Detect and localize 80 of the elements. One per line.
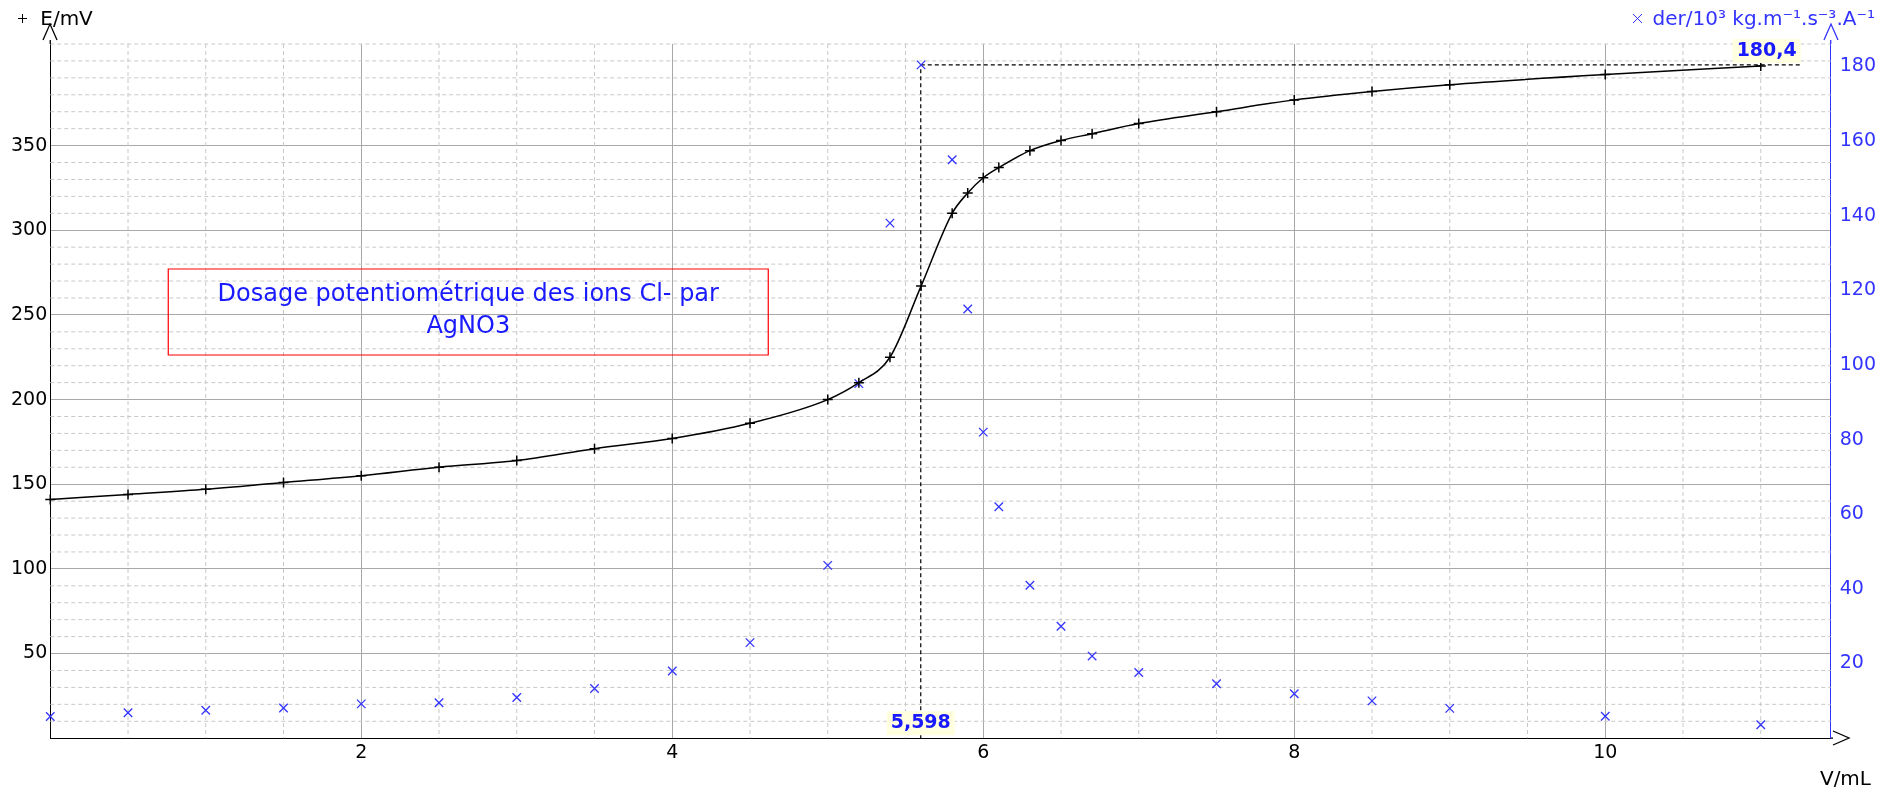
point xyxy=(1087,651,1098,661)
point xyxy=(744,417,756,430)
point xyxy=(962,304,973,314)
point xyxy=(822,393,834,406)
point xyxy=(44,493,57,506)
y2-axis-title: der/10³ kg.m⁻¹.s⁻³.A⁻¹ xyxy=(1652,6,1875,31)
y2-tick-label: 40 xyxy=(1839,575,1864,598)
point xyxy=(1086,127,1098,140)
x-tick-label: 6 xyxy=(977,739,990,762)
point xyxy=(978,427,989,438)
point xyxy=(122,488,134,501)
point xyxy=(1444,78,1456,91)
ref-line-label: 5,598 xyxy=(890,710,951,733)
point xyxy=(1600,711,1611,722)
point xyxy=(588,442,601,455)
x-tick-label: 8 xyxy=(1288,739,1301,762)
y-axis-title: E/mV xyxy=(40,6,94,31)
point xyxy=(433,461,445,474)
point xyxy=(1755,719,1766,730)
ref-line-label: 180,4 xyxy=(1736,37,1797,60)
point xyxy=(200,705,211,716)
point xyxy=(884,351,896,363)
point xyxy=(277,476,290,489)
point xyxy=(666,432,679,445)
point xyxy=(1133,667,1144,678)
point xyxy=(1444,703,1455,714)
y2-tick-label: 180 xyxy=(1839,53,1876,76)
point xyxy=(1024,144,1036,157)
point xyxy=(45,711,56,722)
point xyxy=(200,483,212,496)
point xyxy=(589,683,600,694)
point xyxy=(123,707,133,718)
point xyxy=(1599,68,1612,81)
y2-tick-label: 60 xyxy=(1839,501,1864,524)
x-tick-label: 10 xyxy=(1593,739,1618,762)
point xyxy=(885,218,895,229)
point xyxy=(1210,105,1223,118)
point xyxy=(1025,580,1035,591)
y-tick-label: 200 xyxy=(11,386,48,409)
point xyxy=(356,698,367,709)
point xyxy=(1288,94,1301,106)
point xyxy=(977,172,990,184)
y-tick-label: 350 xyxy=(11,132,48,155)
point xyxy=(278,703,289,713)
point xyxy=(1366,85,1378,98)
point xyxy=(1055,134,1067,147)
annotation: Dosage potentiométrique des ions Cl- par AgNO3 xyxy=(217,279,720,340)
x-tick-label: 2 xyxy=(355,739,368,762)
y-tick-label: 50 xyxy=(23,640,48,663)
point xyxy=(1289,688,1300,699)
point xyxy=(1133,117,1145,130)
point xyxy=(993,501,1004,512)
y-tick-label: 250 xyxy=(11,301,48,324)
point xyxy=(993,161,1005,174)
point xyxy=(1056,621,1066,632)
y2-tick-label: 120 xyxy=(1839,277,1876,300)
x-axis-title: V/mL xyxy=(1819,766,1872,791)
y2-tick-label: 140 xyxy=(1839,202,1876,225)
point xyxy=(961,187,974,199)
point xyxy=(946,207,958,220)
point xyxy=(916,60,926,70)
point xyxy=(1211,678,1222,689)
point xyxy=(1367,695,1377,706)
y2-tick-label: 80 xyxy=(1839,426,1864,449)
point xyxy=(434,697,444,708)
point xyxy=(355,470,368,482)
y-tick-label: 300 xyxy=(11,217,48,240)
x-tick-label: 4 xyxy=(666,739,679,762)
y2-tick-label: 160 xyxy=(1839,127,1876,150)
point xyxy=(511,454,523,467)
point xyxy=(745,637,755,648)
point xyxy=(915,280,927,292)
point xyxy=(947,154,958,165)
y2-tick-label: 20 xyxy=(1839,650,1864,673)
y-tick-label: 100 xyxy=(11,555,48,578)
y2-tick-label: 100 xyxy=(1839,351,1876,374)
y-tick-label: 150 xyxy=(11,471,48,494)
point xyxy=(511,692,522,703)
point xyxy=(667,666,678,676)
point xyxy=(822,560,833,571)
